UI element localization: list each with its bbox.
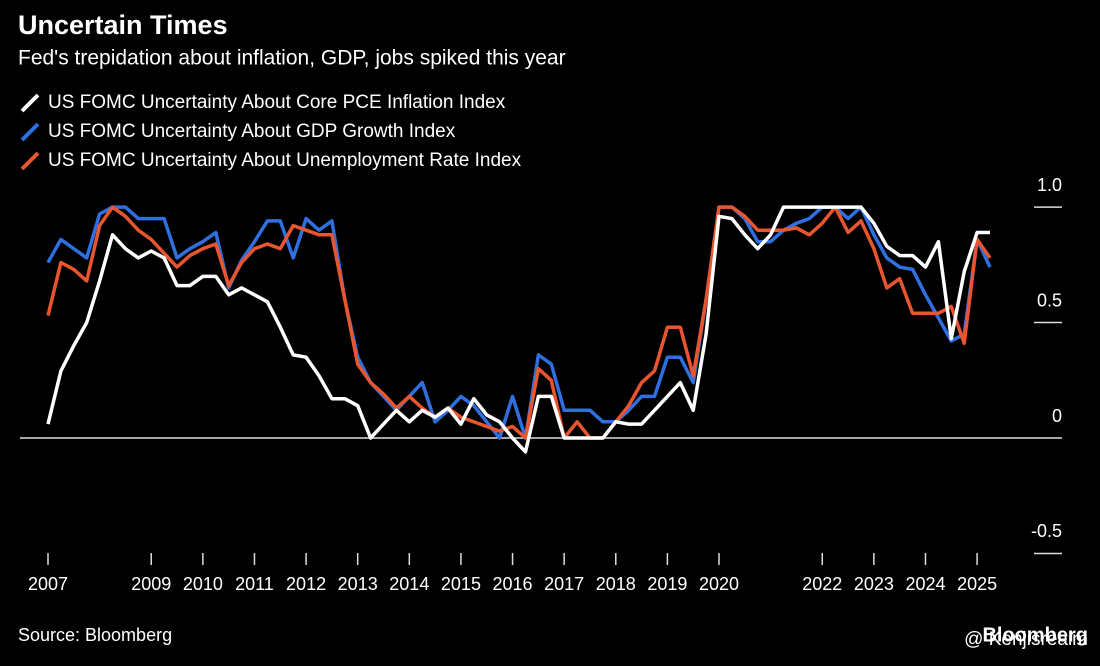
x-tick-label: 2020: [699, 574, 739, 594]
legend-label: US FOMC Uncertainty About Unemployment R…: [48, 150, 522, 171]
x-tick-label: 2014: [389, 574, 429, 594]
x-tick-label: 2016: [493, 574, 533, 594]
chart-title: Uncertain Times: [18, 10, 228, 40]
x-tick-label: 2024: [905, 574, 945, 594]
legend-swatch: [20, 122, 40, 142]
x-tick-label: 2018: [596, 574, 636, 594]
y-tick-label: 0: [1052, 406, 1062, 426]
x-tick-label: 2023: [854, 574, 894, 594]
y-tick-label: 0.5: [1037, 290, 1062, 310]
y-tick-label: -0.5: [1031, 521, 1062, 541]
x-tick-label: 2022: [802, 574, 842, 594]
y-tick-label: 1.0: [1037, 175, 1062, 195]
x-tick-label: 2007: [28, 574, 68, 594]
x-tick-label: 2019: [647, 574, 687, 594]
watermark: @ Kenjisrealm: [964, 629, 1088, 650]
x-tick-label: 2010: [183, 574, 223, 594]
legend-swatch: [20, 151, 40, 171]
x-tick-label: 2009: [131, 574, 171, 594]
series-line: [46, 205, 990, 454]
legend-swatch: [20, 93, 40, 113]
x-tick-label: 2015: [441, 574, 481, 594]
source: Source: Bloomberg: [18, 625, 172, 645]
logo: Bloomberg: [982, 624, 1088, 646]
series-line: [46, 205, 992, 440]
x-tick-label: 2013: [338, 574, 378, 594]
legend-label: US FOMC Uncertainty About GDP Growth Ind…: [48, 121, 456, 142]
legend-label: US FOMC Uncertainty About Core PCE Infla…: [48, 92, 506, 113]
x-tick-label: 2017: [544, 574, 584, 594]
x-tick-label: 2011: [235, 574, 274, 594]
x-tick-label: 2025: [957, 574, 997, 594]
chart-subtitle: Fed's trepidation about inflation, GDP, …: [18, 47, 566, 70]
x-tick-label: 2012: [286, 574, 326, 594]
